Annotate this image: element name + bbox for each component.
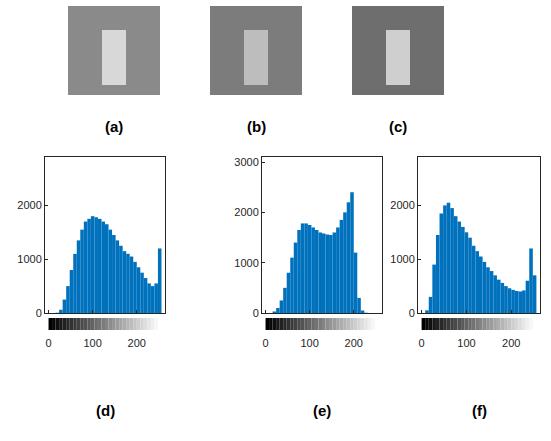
svg-text:2000: 2000 [17, 199, 41, 211]
svg-text:(c): (c) [389, 118, 407, 135]
svg-text:0: 0 [419, 337, 425, 349]
svg-text:1000: 1000 [17, 253, 41, 265]
svg-text:0: 0 [409, 307, 415, 319]
svg-text:(b): (b) [247, 118, 266, 135]
svg-text:2000: 2000 [234, 206, 258, 218]
svg-text:100: 100 [300, 337, 318, 349]
svg-text:0: 0 [36, 307, 42, 319]
svg-text:0: 0 [253, 307, 259, 319]
svg-text:(e): (e) [313, 402, 331, 419]
svg-text:3000: 3000 [234, 156, 258, 168]
svg-text:1000: 1000 [390, 253, 414, 265]
svg-text:200: 200 [128, 337, 146, 349]
svg-text:(d): (d) [96, 402, 115, 419]
svg-text:100: 100 [83, 337, 101, 349]
svg-text:(f): (f) [472, 402, 487, 419]
svg-text:2000: 2000 [390, 199, 414, 211]
svg-text:0: 0 [262, 337, 268, 349]
svg-text:200: 200 [502, 337, 520, 349]
svg-text:(a): (a) [105, 118, 123, 135]
svg-text:200: 200 [345, 337, 363, 349]
svg-text:0: 0 [45, 337, 51, 349]
svg-text:1000: 1000 [234, 257, 258, 269]
svg-text:100: 100 [457, 337, 475, 349]
